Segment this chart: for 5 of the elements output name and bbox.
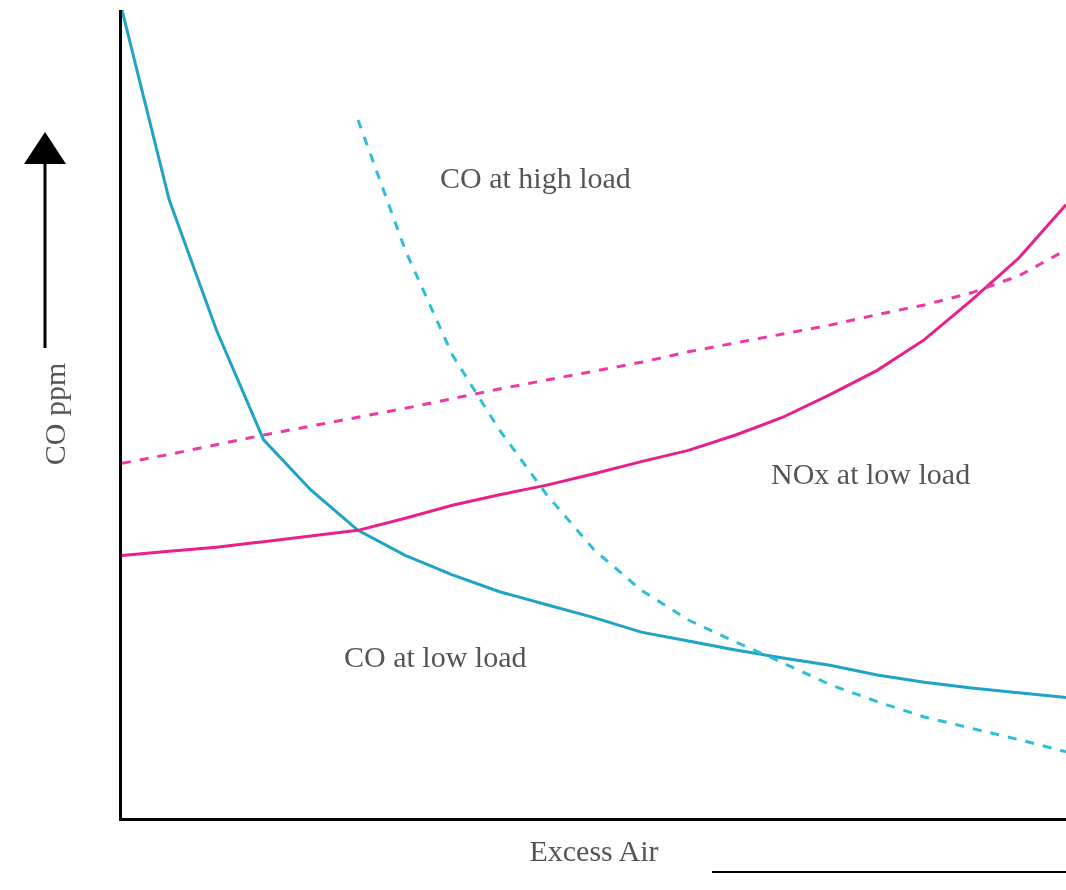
- y-axis-title: CO ppm: [38, 362, 71, 466]
- x-axis-title: Excess Air: [529, 833, 659, 867]
- series-label: CO at high load: [440, 161, 631, 194]
- series-label: CO at low load: [344, 640, 527, 673]
- series-label: NOx at low load: [771, 457, 971, 490]
